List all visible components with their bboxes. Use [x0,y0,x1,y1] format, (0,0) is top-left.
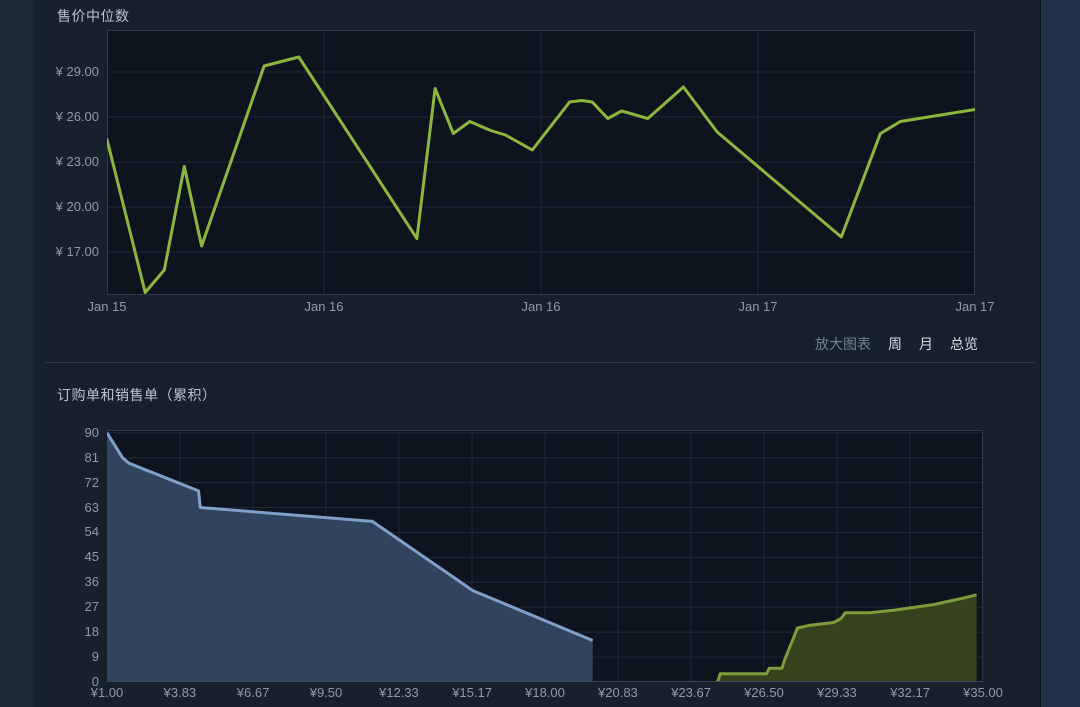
x-tick-label: ¥1.00 [90,685,124,700]
x-tick-label: ¥18.00 [525,685,565,700]
price-history-module: 售价中位数 ¥ 17.00 ¥ 20.00 ¥ 23.00 ¥ 26.00 ¥ 29.0… [35,0,1040,707]
x-tick-label: ¥15.17 [452,685,492,700]
x-tick-label: Jan 16 [304,299,344,314]
x-tick-label: ¥9.50 [309,685,343,700]
y-tick-label: 81 [84,449,99,465]
x-tick-label: Jan 15 [87,299,127,314]
x-tick-label: ¥26.50 [744,685,784,700]
x-tick-label: ¥6.67 [236,685,270,700]
x-tick-label: ¥35.00 [963,685,1003,700]
y-tick-label: 36 [84,574,99,590]
y-tick-label: 27 [84,599,99,615]
y-tick-label: 72 [84,474,99,490]
buy-orders-area [107,432,593,682]
y-tick-label: ¥ 23.00 [55,153,99,169]
month-link[interactable]: 月 [919,336,933,352]
y-tick-label: 18 [84,624,99,640]
median-price-plot[interactable] [107,30,975,295]
x-tick-label: ¥29.33 [817,685,857,700]
x-tick-label: Jan 17 [738,299,778,314]
orders-chart-title: 订购单和销售单（累积） [57,387,217,403]
chart-controls: 放大图表 周 月 总览 [815,334,978,354]
zoom-chart-link[interactable]: 放大图表 [815,336,871,352]
x-tick-label: ¥20.83 [598,685,638,700]
buy-orders-line [107,432,594,642]
orders-cumulative-plot[interactable] [107,430,983,682]
page-background-right [1040,0,1080,707]
y-tick-label: 9 [91,649,99,665]
median-price-line [107,55,975,294]
y-tick-label: 0 [91,674,99,689]
plot-border [107,30,975,295]
y-tick-label: 54 [84,524,99,540]
x-tick-label: Jan 16 [521,299,561,314]
y-tick-label: 90 [84,424,99,440]
median-price-chart-title: 售价中位数 [57,8,130,24]
sell-orders-area [717,594,977,682]
x-tick-label: ¥12.33 [379,685,419,700]
overview-link[interactable]: 总览 [950,336,978,352]
x-tick-label: ¥3.83 [163,685,197,700]
y-tick-label: 45 [84,549,99,565]
sell-orders-line [716,593,977,682]
y-tick-label: ¥ 29.00 [55,63,99,79]
y-tick-label: ¥ 20.00 [55,198,99,214]
section-divider [45,362,1035,363]
y-tick-label: ¥ 17.00 [55,243,99,259]
y-tick-label: 63 [84,499,99,515]
x-tick-label: Jan 17 [955,299,995,314]
x-tick-label: ¥23.67 [671,685,711,700]
week-link[interactable]: 周 [888,336,902,352]
x-tick-label: ¥32.17 [890,685,930,700]
y-tick-label: ¥ 26.00 [55,108,99,124]
